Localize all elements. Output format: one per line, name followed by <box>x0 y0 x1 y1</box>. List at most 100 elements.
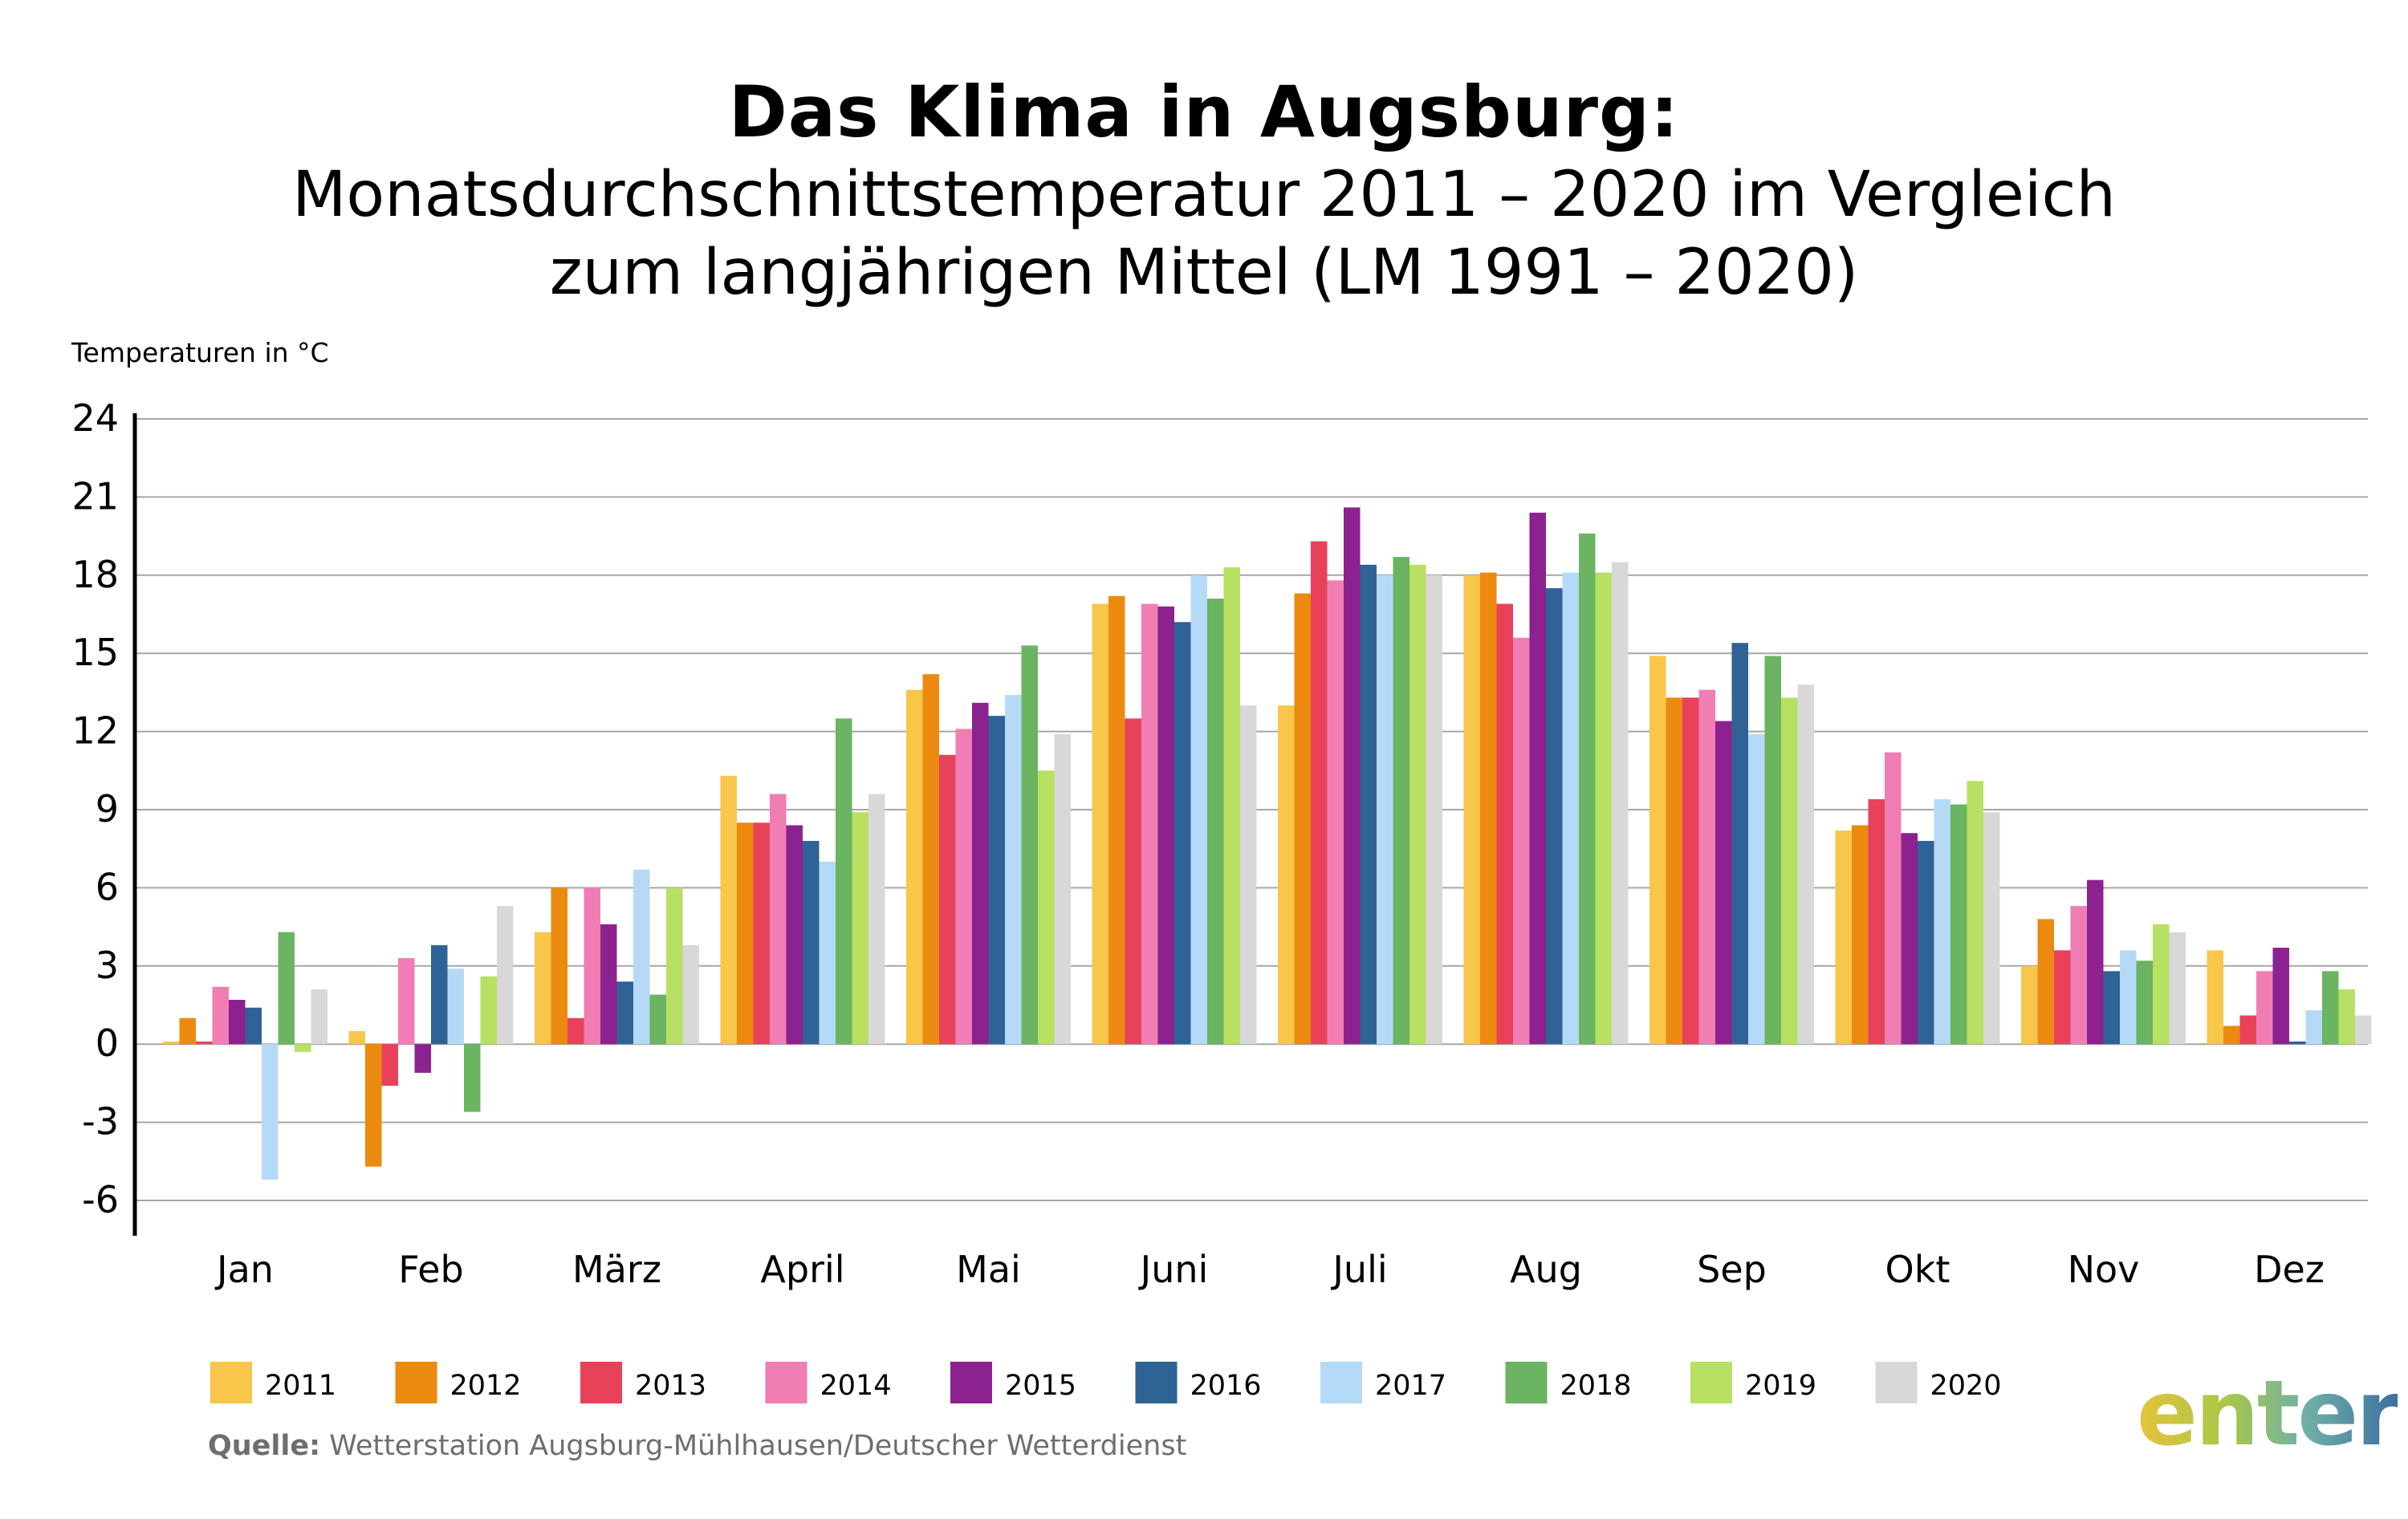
y-axis-label: Temperaturen in °C <box>71 337 329 368</box>
y-tick-label: 24 <box>71 396 119 440</box>
bar-2011-März <box>535 932 551 1045</box>
bar-2017-Juli <box>1377 575 1393 1045</box>
bar-2015-Okt <box>1901 833 1918 1045</box>
bar-2014-Okt <box>1885 752 1902 1045</box>
bar-2020-März <box>682 944 699 1045</box>
bar-2017-Dez <box>2305 1009 2322 1045</box>
bar-2016-Juli <box>1360 564 1377 1045</box>
bar-2018-Okt <box>1950 804 1967 1045</box>
bar-2019-Sep <box>1781 697 1798 1045</box>
bar-2011-April <box>720 775 737 1045</box>
bar-2013-Okt <box>1868 799 1885 1045</box>
bar-2015-Juli <box>1344 507 1361 1045</box>
y-tick-label: 6 <box>96 865 119 908</box>
bar-2018-Aug <box>1579 533 1596 1045</box>
legend-label-2019: 2019 <box>1745 1370 1816 1402</box>
bar-2011-Aug <box>1463 575 1480 1045</box>
chart-subtitle-line1: Monatsdurchschnittstemperatur 2011 – 202… <box>292 159 2116 231</box>
bar-2019-April <box>852 812 868 1045</box>
bar-2018-Juni <box>1207 599 1224 1045</box>
legend-label-2015: 2015 <box>1005 1370 1076 1402</box>
bar-2019-Jan <box>295 1044 311 1052</box>
x-tick-label: Juli <box>1330 1248 1387 1291</box>
y-tick-label: -6 <box>82 1178 119 1221</box>
bar-2019-Juli <box>1409 564 1426 1045</box>
bar-2012-Aug <box>1480 572 1497 1045</box>
bar-2016-Nov <box>2103 971 2120 1045</box>
y-tick-label: 18 <box>71 553 119 596</box>
bar-2016-Mai <box>988 716 1005 1045</box>
bar-2018-Dez <box>2322 971 2339 1045</box>
x-tick-label: Okt <box>1885 1248 1950 1291</box>
bar-2020-Juli <box>1426 575 1442 1045</box>
bar-2012-Okt <box>1852 825 1869 1045</box>
bar-2011-Sep <box>1649 656 1666 1045</box>
bar-2018-Feb <box>464 1044 481 1112</box>
bar-2013-März <box>567 1017 584 1045</box>
bar-2018-Mai <box>1021 645 1038 1045</box>
bar-2012-Feb <box>365 1044 382 1167</box>
bar-2017-Feb <box>447 969 464 1045</box>
bar-2015-Aug <box>1529 512 1546 1045</box>
bar-2016-Okt <box>1918 840 1934 1045</box>
x-tick-label: März <box>572 1248 661 1291</box>
bar-2011-Nov <box>2021 965 2038 1045</box>
bar-2014-Juli <box>1327 580 1344 1045</box>
x-tick-label: Nov <box>2068 1248 2140 1291</box>
bar-2020-Mai <box>1054 733 1071 1045</box>
bar-2015-Dez <box>2272 948 2289 1045</box>
bar-2019-Mai <box>1038 770 1055 1045</box>
bar-2016-Aug <box>1546 588 1563 1045</box>
source-text: Wetterstation Augsburg-Mühlhausen/Deutsc… <box>320 1430 1187 1462</box>
bar-2014-März <box>584 887 600 1045</box>
x-tick-label: Feb <box>398 1248 463 1291</box>
legend-label-2014: 2014 <box>820 1370 892 1402</box>
bar-2011-Jan <box>163 1041 180 1045</box>
bar-2018-April <box>836 718 852 1045</box>
bar-2012-Mai <box>922 674 939 1045</box>
bar-2015-Juni <box>1157 606 1174 1045</box>
legend-label-2018: 2018 <box>1560 1370 1632 1402</box>
bar-2020-Okt <box>1983 812 2000 1045</box>
bar-2017-Okt <box>1934 799 1950 1045</box>
bar-2011-Dez <box>2207 950 2223 1045</box>
bar-2020-Jan <box>311 989 327 1045</box>
bar-2012-Dez <box>2223 1026 2240 1045</box>
bar-2020-Nov <box>2169 932 2186 1045</box>
bar-2020-Dez <box>2355 1015 2372 1045</box>
bar-2020-April <box>868 794 885 1045</box>
legend-swatch-2020 <box>1875 1362 1918 1403</box>
bar-2017-Jan <box>262 1044 279 1180</box>
legend-swatch-2017 <box>1320 1362 1362 1403</box>
bar-2013-Feb <box>381 1044 398 1086</box>
bar-2013-Dez <box>2239 1015 2256 1045</box>
bar-2012-März <box>551 887 567 1045</box>
bar-2015-Feb <box>414 1044 431 1073</box>
enter-logo: enter <box>2137 1369 2400 1459</box>
legend-swatch-2016 <box>1135 1362 1178 1403</box>
bar-2018-Sep <box>1764 656 1781 1045</box>
bar-2020-Feb <box>497 906 514 1045</box>
bar-2012-Nov <box>2037 919 2054 1045</box>
bar-2013-Jan <box>196 1041 213 1045</box>
bar-2014-Dez <box>2256 971 2273 1045</box>
bar-2017-Aug <box>1562 572 1579 1045</box>
bar-2014-Jan <box>212 986 229 1045</box>
bar-2019-Nov <box>2153 924 2170 1045</box>
bar-2019-Feb <box>480 976 497 1045</box>
bar-2016-Feb <box>431 944 448 1045</box>
bar-2012-Sep <box>1666 697 1682 1045</box>
bar-2014-Juni <box>1141 603 1158 1045</box>
bar-2014-Feb <box>398 958 415 1045</box>
bar-2020-Sep <box>1797 684 1814 1045</box>
bar-2011-Mai <box>906 689 923 1045</box>
bar-2015-Sep <box>1715 721 1732 1045</box>
bar-2015-Jan <box>229 1000 246 1045</box>
bar-2013-Juni <box>1125 718 1141 1045</box>
logo-text: enter <box>2137 1362 2400 1466</box>
bar-2017-Mai <box>1005 695 1022 1045</box>
source-label: Quelle: <box>208 1430 321 1462</box>
bar-2011-Juli <box>1278 705 1295 1045</box>
bar-2012-Jan <box>179 1017 196 1045</box>
